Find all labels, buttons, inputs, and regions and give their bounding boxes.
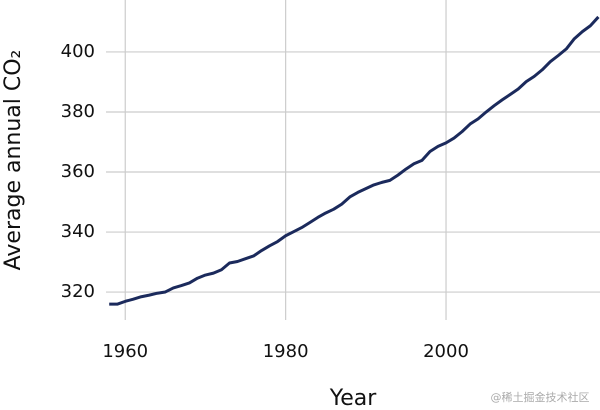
x-tick-label: 1960 — [102, 341, 148, 362]
data-line — [109, 15, 600, 306]
y-axis-label: Average annual CO₂ — [1, 50, 26, 271]
x-tick-label: 1980 — [263, 341, 309, 362]
watermark: @稀土掘金技术社区 — [491, 390, 590, 404]
x-tick-label: 2000 — [423, 341, 469, 362]
y-tick-label: 320 — [61, 281, 95, 302]
y-tick-label: 400 — [61, 41, 95, 62]
y-tick-label: 360 — [61, 161, 95, 182]
y-tick-label: 340 — [61, 221, 95, 242]
y-tick-label: 380 — [61, 101, 95, 122]
x-axis-label: Year — [329, 386, 378, 410]
